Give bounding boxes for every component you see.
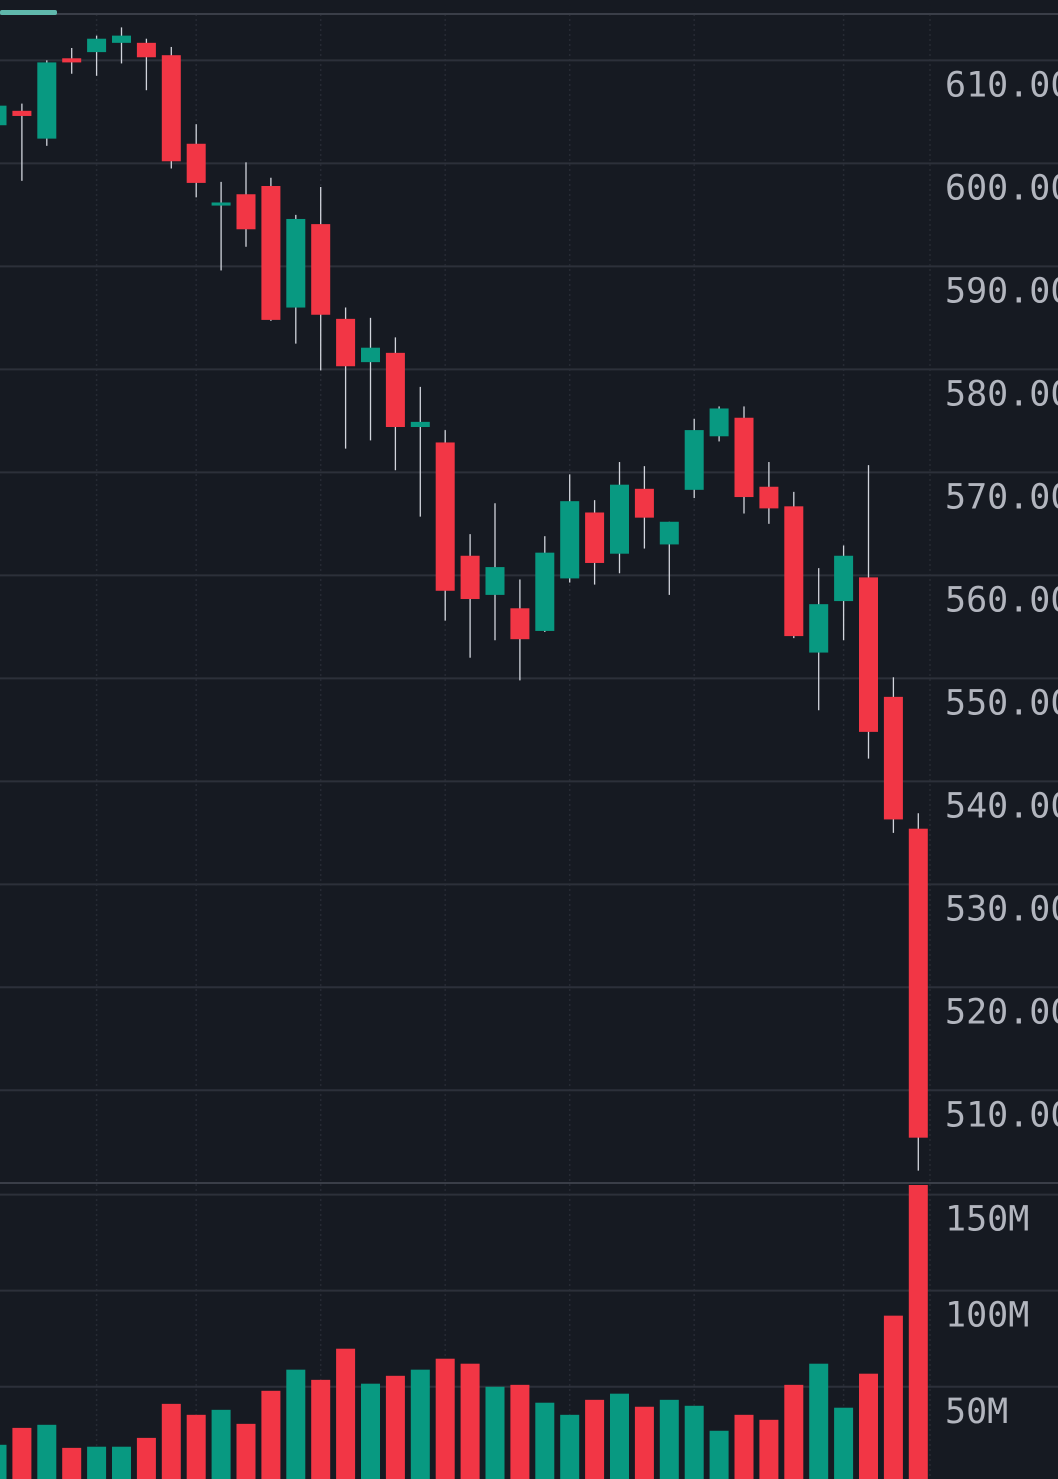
candle-body [834, 555, 854, 602]
candle-body [908, 828, 928, 1138]
y-tick-label: 520.00 [945, 992, 1058, 1032]
volume-tick-label: 100M [945, 1296, 1029, 1336]
volume-bar [62, 1447, 82, 1479]
candle-body [112, 35, 131, 43]
y-tick-label: 550.00 [945, 683, 1058, 723]
volume-bar [385, 1375, 405, 1479]
volume-bar [784, 1384, 804, 1479]
labels: 510.00 520.00 530.00 540.00 550.00 560.00 570.… [945, 65, 1058, 1431]
volume-bar [709, 1430, 729, 1479]
candle-body [485, 567, 505, 595]
volume-bar [535, 1402, 555, 1479]
volume-bar [834, 1407, 854, 1479]
volume-bar [136, 1437, 156, 1479]
volume-bar [261, 1390, 281, 1479]
volume-bar [0, 1444, 7, 1479]
candle-body [87, 38, 107, 53]
volume-bar [659, 1399, 679, 1479]
candle-body [684, 430, 704, 490]
volume-bar [634, 1406, 654, 1479]
candle-body [634, 488, 654, 518]
candle-body [883, 696, 903, 820]
candle-body [385, 352, 405, 428]
scroll-indicator [0, 10, 57, 15]
volume-bar [87, 1446, 107, 1479]
candle-body [784, 506, 804, 637]
volume-bar [485, 1386, 505, 1479]
volume-bar [684, 1405, 704, 1479]
candle-body [859, 577, 878, 732]
candle-body [336, 318, 356, 367]
volume-bar [510, 1384, 530, 1479]
volume-bar [12, 1427, 32, 1479]
volume-bar [37, 1424, 57, 1479]
y-tick-label: 610.00 [945, 65, 1058, 105]
volume-bar [311, 1379, 331, 1479]
candle-body [361, 347, 380, 363]
y-tick-label: 600.00 [945, 168, 1058, 208]
y-tick-label: 580.00 [945, 374, 1058, 414]
candle-body [585, 512, 605, 563]
y-tick-label: 560.00 [945, 580, 1058, 620]
volume-tick-label: 150M [945, 1200, 1029, 1240]
y-tick-label: 540.00 [945, 786, 1058, 826]
volume-bar [734, 1414, 754, 1479]
volume-bar [859, 1373, 878, 1479]
candle-body [709, 408, 729, 437]
candle-body [659, 521, 679, 545]
candle-body [211, 202, 231, 206]
volume-bar [336, 1348, 356, 1479]
volume-bar [236, 1423, 256, 1479]
candle-body [261, 186, 281, 320]
candle-body [610, 484, 629, 554]
y-tick-label: 510.00 [945, 1095, 1058, 1135]
volume-bar [410, 1369, 430, 1479]
candle-body [12, 110, 32, 116]
candle-body [37, 62, 57, 139]
candle-body [136, 42, 156, 58]
candle-body [734, 417, 754, 498]
candle-body [0, 105, 7, 126]
volume-bar [161, 1403, 181, 1479]
volume-bar [460, 1363, 480, 1479]
candle-body [62, 58, 82, 63]
grid [0, 14, 1058, 1479]
candle-body [410, 421, 430, 428]
volume-bar [560, 1414, 580, 1479]
volume-bar [361, 1383, 380, 1479]
marks [0, 27, 928, 1479]
y-tick-label: 590.00 [945, 271, 1058, 311]
volume-bar [610, 1393, 629, 1479]
volume-bar [908, 1185, 928, 1479]
volume-bar [211, 1409, 231, 1479]
candle-body [236, 194, 256, 230]
volume-tick-label: 50M [945, 1392, 1008, 1432]
candle-body [560, 501, 580, 579]
y-tick-label: 530.00 [945, 889, 1058, 929]
candle-body [809, 604, 829, 653]
volume-bar [435, 1358, 455, 1479]
volume-bar [112, 1446, 131, 1479]
candle-body [311, 224, 331, 315]
y-tick-label: 570.00 [945, 477, 1058, 517]
volume-bar [286, 1369, 306, 1479]
candle-body [161, 55, 181, 162]
candle-body [460, 555, 480, 600]
candle-body [535, 552, 555, 631]
candle-body [435, 442, 455, 591]
volume-bar [883, 1315, 903, 1479]
volume-bar [186, 1414, 206, 1479]
candle-body [510, 608, 530, 640]
candle-body [759, 486, 779, 509]
volume-bar [809, 1363, 829, 1479]
volume-bar [585, 1399, 605, 1479]
volume-bar [759, 1419, 779, 1479]
candle-body [286, 218, 306, 308]
candle-body [186, 143, 206, 183]
